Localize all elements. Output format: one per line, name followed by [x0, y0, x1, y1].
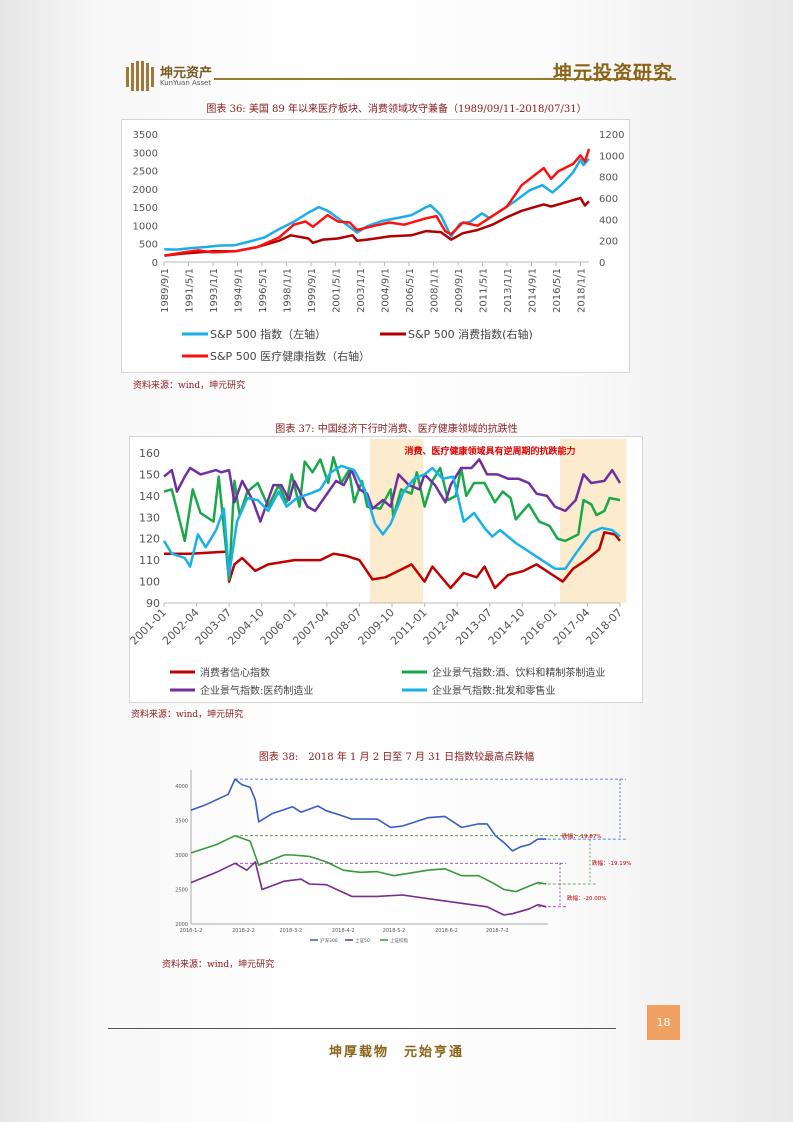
chart36-title: 图表 36: 美国 89 年以来医疗板块、消费领域攻守兼备（1989/09/11… [206, 104, 587, 115]
y-left-tick-label: 3000 [133, 148, 158, 159]
chart36-frame: 0 500 1000 1500 2000 2500 3000 3500 0 200 400 600 80… [121, 119, 630, 373]
logo-name-cn: 坤元资产 [160, 66, 213, 81]
y-tick-label: 2000 [175, 922, 188, 928]
y-tick-label: 110 [139, 554, 160, 567]
x-tick-label: 2018-4-2 [332, 928, 355, 934]
y-tick-label: 140 [139, 490, 160, 503]
y-left-tick-label: 0 [152, 258, 158, 269]
x-tick-label: 2018-3-2 [279, 928, 302, 934]
x-tick-label: 2018-7-2 [486, 928, 509, 934]
x-tick-label: 2018-07 [583, 606, 625, 648]
footer-motto: 坤厚载物 元始亨通 [328, 1045, 464, 1060]
y-tick-label: 3500 [175, 819, 188, 825]
x-tick-label: 1991/5/1 [184, 268, 195, 313]
x-tick-label: 2018-6-2 [435, 928, 458, 934]
legend-label: S&P 500 消费指数(右轴) [408, 327, 533, 341]
x-tick-label: 2001/5/1 [331, 268, 342, 313]
series-line-3 [162, 464, 621, 577]
chart37-svg: 消费、医疗健康领域具有逆周期的抗跌能力 90 100 110 120 130 140 150 1… [127, 439, 627, 697]
legend-label: 企业景气指数:批发和零售业 [432, 684, 555, 697]
chart38-source: 资料来源：wind，坤元研究 [162, 960, 275, 970]
y-left-tick-label: 3500 [133, 130, 158, 141]
y-right-tick-label: 600 [599, 194, 618, 205]
y-left-tick-label: 1500 [133, 203, 158, 214]
x-tick-label: 2003/1/1 [356, 268, 367, 313]
chart36-svg: 0 500 1000 1500 2000 2500 3000 3500 0 200 400 600 80… [133, 130, 625, 363]
x-tick-label: 2008/1/1 [429, 268, 440, 313]
x-tick-label: 2006/5/1 [405, 268, 416, 313]
legend-label: S&P 500 指数（左轴） [210, 327, 326, 341]
x-tick-label: 2018-1-2 [180, 928, 203, 934]
legend-label: 企业景气指数:医药制造业 [200, 684, 313, 697]
y-right-tick-label: 400 [599, 215, 618, 226]
series-line-1 [164, 196, 590, 257]
x-tick-label: 2009/9/1 [454, 268, 465, 313]
x-tick-label: 2016/5/1 [552, 268, 563, 313]
series-line-0 [164, 158, 590, 251]
y-left-tick-label: 2500 [133, 167, 158, 178]
kunyuan-logo-icon [126, 61, 154, 91]
y-tick-label: 150 [139, 468, 160, 481]
legend-label: 企业景气指数:酒、饮料和精制茶制造业 [432, 666, 605, 679]
x-tick-label: 1989/9/1 [160, 268, 171, 313]
chart36-source: 资料来源：wind，坤元研究 [133, 381, 246, 391]
drawdown-label: 跌幅：-19.87% [562, 832, 601, 840]
series-line-2 [163, 458, 622, 523]
header-divider [214, 78, 676, 80]
y-right-tick-label: 1000 [599, 151, 624, 162]
x-tick-label: 2018-5-2 [383, 928, 406, 934]
legend-label: S&P 500 医疗健康指数（右轴） [210, 349, 370, 363]
series-line-2 [164, 148, 591, 257]
y-left-tick-label: 2000 [133, 185, 158, 196]
chart38-svg: 2000 2500 3000 3500 4000 2018-1-2 2018-2-2 2018… [175, 770, 631, 944]
legend-label: 消费者信心指数 [200, 666, 270, 679]
y-left-tick-label: 500 [139, 240, 158, 251]
drawdown-label: 跌幅：-20.00% [567, 894, 606, 902]
series-line-1 [190, 861, 547, 916]
chart37-frame: 消费、医疗健康领域具有逆周期的抗跌能力 90 100 110 120 130 140 150 1… [127, 436, 643, 703]
footer-divider [108, 1028, 616, 1029]
y-tick-label: 130 [139, 511, 160, 524]
chart38-title: 图表 38: 2018 年 1 月 2 日至 7 月 31 日指数较最高点跌幅 [258, 752, 535, 763]
x-tick-label: 2014/9/1 [528, 268, 539, 313]
shaded-downturn-region [369, 439, 424, 603]
chart37-title: 图表 37: 中国经济下行时消费、医疗健康领域的抗跌性 [275, 424, 518, 435]
y-left-tick-label: 1000 [133, 221, 158, 232]
y-tick-label: 100 [139, 576, 160, 589]
y-tick-label: 2500 [175, 888, 188, 894]
x-tick-label: 1993/1/1 [209, 268, 220, 313]
y-right-tick-label: 200 [599, 237, 618, 248]
legend-label: 沪深300 [320, 937, 338, 944]
x-tick-label: 1999/9/1 [307, 268, 318, 313]
series-line-2 [190, 834, 547, 893]
y-tick-label: 90 [146, 597, 160, 610]
y-right-tick-label: 800 [599, 173, 618, 184]
annotation-label: 消费、医疗健康领域具有逆周期的抗跌能力 [404, 445, 575, 457]
x-tick-label: 1998/1/1 [282, 268, 293, 313]
logo-name-en: KunYuan Asset [160, 79, 212, 87]
x-tick-label: 2013/1/1 [503, 268, 514, 313]
drawdown-label: 跌幅：-19.19% [592, 859, 631, 867]
header-title: 坤元投资研究 [552, 62, 673, 84]
x-tick-label: 2018/1/1 [576, 268, 587, 313]
x-tick-label: 1996/5/1 [258, 268, 269, 313]
y-tick-label: 3000 [175, 853, 188, 859]
y-tick-label: 4000 [175, 784, 188, 790]
legend-label: 上证50 [355, 937, 370, 944]
x-tick-label: 2018-2-2 [232, 928, 255, 934]
y-right-tick-label: 0 [599, 258, 605, 269]
y-right-tick-label: 1200 [599, 130, 624, 141]
page-number: 18 [647, 1005, 680, 1040]
series-line-0 [164, 531, 621, 590]
x-tick-label: 1994/9/1 [234, 268, 245, 313]
y-tick-label: 120 [139, 533, 160, 546]
chart37-source: 资料来源：wind，坤元研究 [131, 710, 244, 720]
series-line-0 [190, 778, 547, 852]
x-tick-label: 2004/9/1 [381, 268, 392, 313]
legend-label: 上证综指 [390, 937, 408, 944]
y-tick-label: 160 [139, 447, 160, 460]
shaded-downturn-region [560, 439, 627, 603]
x-tick-label: 2011/5/1 [478, 268, 489, 313]
